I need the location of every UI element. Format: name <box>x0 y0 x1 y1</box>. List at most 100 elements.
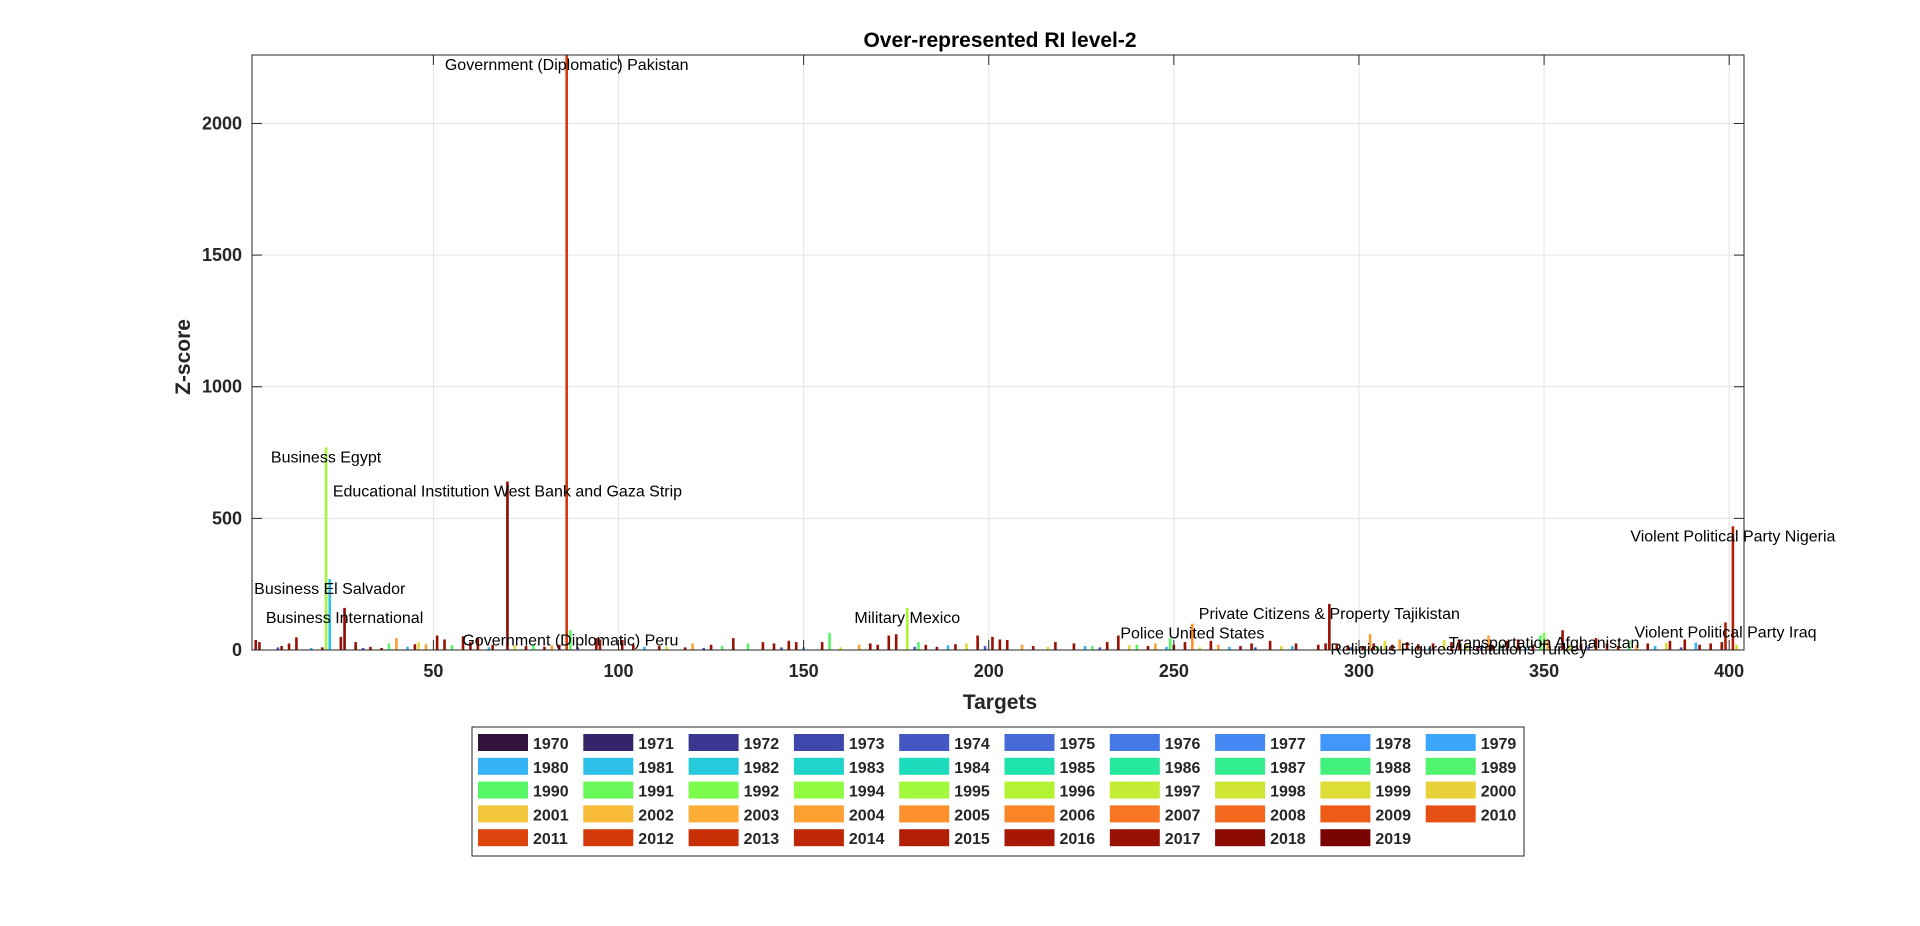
bar <box>565 55 568 650</box>
bar <box>1720 642 1724 650</box>
bar <box>720 646 724 650</box>
bar <box>935 646 939 650</box>
bar <box>1568 644 1572 650</box>
bar <box>709 644 713 650</box>
bar <box>413 644 417 650</box>
bar <box>1254 647 1257 650</box>
legend-label: 1981 <box>638 760 674 777</box>
legend-swatch <box>583 781 634 799</box>
legend-label: 1973 <box>849 736 885 753</box>
legend-label: 1987 <box>1270 760 1306 777</box>
legend-label: 2008 <box>1270 807 1306 824</box>
legend-label: 2016 <box>1060 831 1096 848</box>
bar <box>343 607 346 650</box>
annotation-label: Violent Political Party Nigeria <box>1630 528 1835 545</box>
legend-swatch <box>1215 829 1266 847</box>
legend-label: 2005 <box>954 807 990 824</box>
bar <box>1346 645 1350 650</box>
bar <box>1328 603 1331 650</box>
legend-swatch <box>478 805 528 823</box>
legend-swatch <box>688 734 739 751</box>
legend-swatch <box>1109 805 1160 823</box>
legend-label: 1970 <box>533 736 569 753</box>
bar <box>1168 638 1172 650</box>
bar <box>1539 635 1542 650</box>
legend-swatch <box>1004 734 1055 751</box>
bar <box>1183 642 1187 650</box>
bar <box>1679 647 1683 650</box>
bar <box>1594 638 1598 650</box>
annotation-label: Military Mexico <box>854 610 960 627</box>
chart-title: Over-represented RI level-2 <box>863 29 1136 52</box>
bar <box>576 647 580 650</box>
bar <box>1291 646 1294 650</box>
legend-label: 1994 <box>849 784 885 801</box>
bar <box>1083 646 1087 650</box>
legend-swatch <box>1004 805 1055 823</box>
bar <box>406 646 409 650</box>
bar <box>1465 643 1468 650</box>
bar <box>1165 646 1168 650</box>
legend-swatch <box>899 757 950 775</box>
legend-swatch <box>793 757 844 775</box>
bar <box>857 644 861 650</box>
bar <box>1646 643 1650 650</box>
bar <box>1198 647 1202 650</box>
legend-label: 2019 <box>1375 831 1411 848</box>
bar <box>287 643 291 650</box>
legend-swatch <box>899 781 950 799</box>
bar <box>665 646 668 650</box>
legend-label: 2018 <box>1270 831 1306 848</box>
legend-label: 1980 <box>533 760 569 777</box>
legend-label: 1982 <box>744 760 780 777</box>
legend-swatch <box>1215 757 1266 775</box>
bar <box>1405 642 1409 650</box>
bar <box>1498 644 1501 650</box>
bar <box>1605 643 1609 650</box>
legend-label: 1974 <box>954 736 990 753</box>
legend-swatch <box>1215 805 1266 823</box>
plot-area: 50 100 150 200 250 300 350 400 0 500 1000 1500 2000 G… <box>202 54 1836 681</box>
bar <box>1683 639 1687 650</box>
bar <box>991 636 994 650</box>
bar <box>450 645 454 650</box>
bar <box>1709 643 1712 650</box>
legend-label: 1992 <box>744 784 780 801</box>
bar <box>1735 644 1738 650</box>
bar <box>1476 646 1479 650</box>
bar <box>691 643 694 650</box>
legend-swatch <box>1320 734 1371 751</box>
bar <box>1442 639 1446 650</box>
bar <box>1372 643 1376 650</box>
bar <box>1361 646 1364 650</box>
legend-label: 1986 <box>1165 760 1201 777</box>
y-tick-label: 1500 <box>202 245 242 265</box>
bar <box>435 635 439 650</box>
bar <box>976 635 979 650</box>
legend-label: 2012 <box>638 831 674 848</box>
annotation-label: Private Citizens & Property Tajikistan <box>1199 606 1460 623</box>
bar <box>1635 644 1638 650</box>
bar <box>354 642 357 650</box>
bar <box>1668 640 1672 650</box>
bar <box>1724 622 1727 650</box>
legend-label: 1990 <box>533 784 569 801</box>
legend-label: 2004 <box>849 807 885 824</box>
legend-swatch <box>1004 781 1055 799</box>
legend-label: 1999 <box>1375 784 1411 801</box>
bar <box>787 640 791 650</box>
bar <box>487 647 491 650</box>
annotation-label: Government (Diplomatic) Pakistan <box>445 57 689 74</box>
legend-label: 2017 <box>1165 831 1201 848</box>
bar <box>1105 642 1109 650</box>
bar <box>1616 646 1620 650</box>
bar <box>1457 639 1461 650</box>
bar <box>254 639 258 650</box>
bar <box>328 578 332 650</box>
bar <box>1294 643 1298 650</box>
bar <box>905 607 909 650</box>
bar <box>598 639 602 650</box>
bar <box>657 646 661 650</box>
bar <box>946 645 950 650</box>
legend-swatch <box>1425 734 1476 751</box>
